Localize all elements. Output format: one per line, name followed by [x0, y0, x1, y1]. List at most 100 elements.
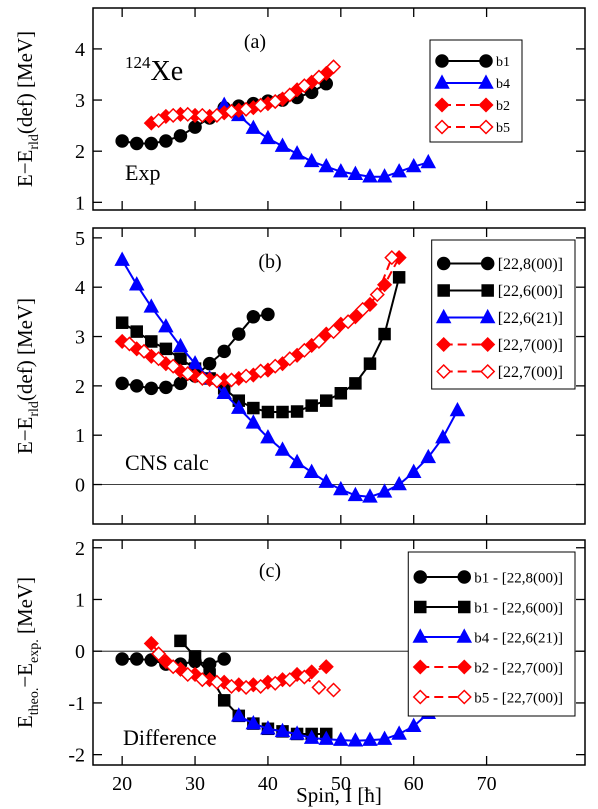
panel-label: (a)	[244, 31, 266, 53]
plot-frame	[92, 7, 586, 211]
marker	[209, 674, 225, 690]
y-label-part: [MeV]	[13, 577, 37, 639]
marker	[449, 401, 466, 417]
marker	[115, 134, 129, 148]
marker	[114, 251, 130, 266]
legend-marker	[479, 54, 493, 68]
marker	[151, 112, 167, 129]
marker	[376, 730, 393, 745]
marker	[130, 325, 143, 338]
marker	[318, 730, 335, 745]
series	[115, 76, 333, 151]
panel: 0 1 2 3 4 5 (b) CNS calc E−Erld(def) [MeV] [22,8(…	[13, 227, 586, 525]
marker	[289, 145, 305, 160]
plot-frame	[92, 227, 586, 525]
legend-label: b5	[496, 121, 510, 136]
marker	[391, 475, 407, 491]
marker	[362, 488, 378, 503]
marker	[143, 298, 160, 313]
marker	[267, 358, 283, 374]
marker	[333, 480, 349, 496]
legend-label: [22,8(00)]	[498, 256, 563, 273]
marker	[194, 672, 210, 688]
marker	[355, 301, 371, 317]
legend-marker	[436, 363, 452, 380]
marker	[340, 314, 356, 330]
legend-marker	[435, 308, 452, 324]
marker	[159, 134, 173, 148]
marker	[173, 376, 188, 391]
marker	[347, 486, 364, 502]
marker	[391, 725, 407, 740]
element: Xe	[151, 56, 184, 87]
legend: b1 b4 b2 b5	[429, 39, 523, 143]
plot-area	[115, 634, 437, 747]
marker	[159, 342, 173, 356]
legend-marker	[480, 256, 495, 271]
panel-label: (b)	[258, 251, 281, 273]
y-label-sub: rld	[27, 134, 42, 150]
marker	[325, 682, 342, 698]
plot-frame	[92, 539, 586, 766]
marker	[369, 287, 385, 303]
marker	[378, 327, 391, 341]
x-tick-label: 70	[477, 773, 497, 795]
marker	[325, 324, 342, 340]
marker	[216, 384, 232, 400]
series	[231, 704, 437, 747]
marker	[362, 168, 378, 183]
y-label-sub: exp.	[27, 639, 42, 663]
nucleus-label: 124Xe	[125, 53, 183, 87]
legend-marker	[456, 659, 472, 675]
marker	[180, 666, 196, 683]
marker	[282, 87, 298, 103]
series	[115, 271, 406, 419]
marker	[194, 107, 210, 123]
marker	[129, 136, 144, 151]
marker	[296, 669, 312, 685]
marker	[311, 333, 327, 350]
legend-label: [22,7(00)]	[498, 364, 563, 381]
marker	[245, 119, 262, 134]
marker	[363, 357, 377, 370]
y-label-part: E	[13, 715, 37, 728]
legend-marker	[458, 600, 471, 614]
marker	[261, 405, 275, 419]
marker	[349, 377, 362, 390]
marker	[253, 97, 269, 113]
marker	[362, 731, 378, 746]
marker	[376, 277, 393, 293]
marker	[151, 646, 167, 662]
marker	[180, 106, 196, 122]
y-label-part: (def) [MeV]	[13, 31, 37, 134]
y-tick-label: -1	[68, 693, 85, 715]
marker	[392, 271, 406, 284]
marker	[165, 659, 181, 675]
series	[151, 646, 342, 698]
legend-label: [22,6(00)]	[498, 283, 563, 300]
legend-label: [22,6(21)]	[498, 310, 563, 327]
y-tick-label: 4	[75, 277, 85, 299]
marker	[303, 729, 320, 744]
legend: b1 - [22,8(00)] b1 - [22,6(00)] b4 - [22,6…	[407, 551, 576, 717]
legend-label: b1 - [22,6(00)]	[474, 600, 563, 616]
legend: [22,8(00)] [22,6(00)] [22,6(21)] [22,7(00)]…	[431, 239, 576, 390]
annotation: Exp	[125, 160, 160, 185]
marker	[260, 720, 276, 735]
legend-marker	[412, 689, 428, 705]
marker	[405, 463, 422, 478]
marker	[115, 316, 129, 329]
marker	[231, 399, 247, 414]
marker	[245, 715, 262, 730]
marker	[303, 463, 320, 478]
marker	[311, 69, 327, 85]
legend-marker	[434, 119, 450, 135]
x-tick-label: 30	[185, 773, 205, 795]
marker	[245, 414, 262, 429]
marker	[376, 168, 393, 183]
marker	[159, 380, 173, 395]
legend-marker	[414, 600, 427, 614]
legend-label: b2	[496, 99, 510, 114]
y-tick-label: 1	[75, 589, 85, 611]
marker	[173, 129, 188, 143]
